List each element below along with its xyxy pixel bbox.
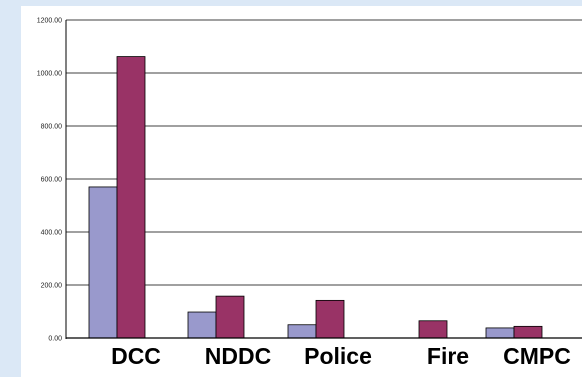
x-tick-label: DCC [111,343,161,369]
bar-nddc-series2 [215,295,245,339]
y-tick-label: 200.00 [41,283,63,290]
x-tick-label: Fire [427,343,469,369]
y-tick-label: 1200.00 [37,18,62,25]
y-tick-label: 600.00 [41,177,63,184]
x-tick-label: NDDC [205,343,271,369]
bar-nddc-series1 [187,311,217,339]
bar-dcc-series1 [88,186,118,339]
bar-cmpc-series2 [513,325,543,339]
bar-police-series2 [315,299,345,339]
y-tick-label: 800.00 [41,124,63,131]
x-tick-label: Police [304,343,372,369]
x-tick-label: CMPC [503,343,571,369]
bar-dcc-series2 [116,56,146,339]
y-tick-labels: 0.00 200.00 400.00 600.00 800.00 1000.00 1200.… [37,18,62,343]
bar-fire-series2 [418,320,448,339]
chart-frame: 0.00 200.00 400.00 600.00 800.00 1000.00 1200.… [21,6,582,377]
bar-police-series1 [287,324,317,339]
x-tick-labels: DCC NDDC Police Fire CMPC [111,343,571,369]
bars [88,56,543,339]
gridlines [66,19,582,286]
y-tick-label: 400.00 [41,230,63,237]
bar-chart: 0.00 200.00 400.00 600.00 800.00 1000.00 1200.… [37,18,582,369]
y-tick-label: 1000.00 [37,71,62,78]
y-tick-label: 0.00 [48,336,62,343]
axes [65,20,582,339]
bar-cmpc-series1 [485,327,515,339]
